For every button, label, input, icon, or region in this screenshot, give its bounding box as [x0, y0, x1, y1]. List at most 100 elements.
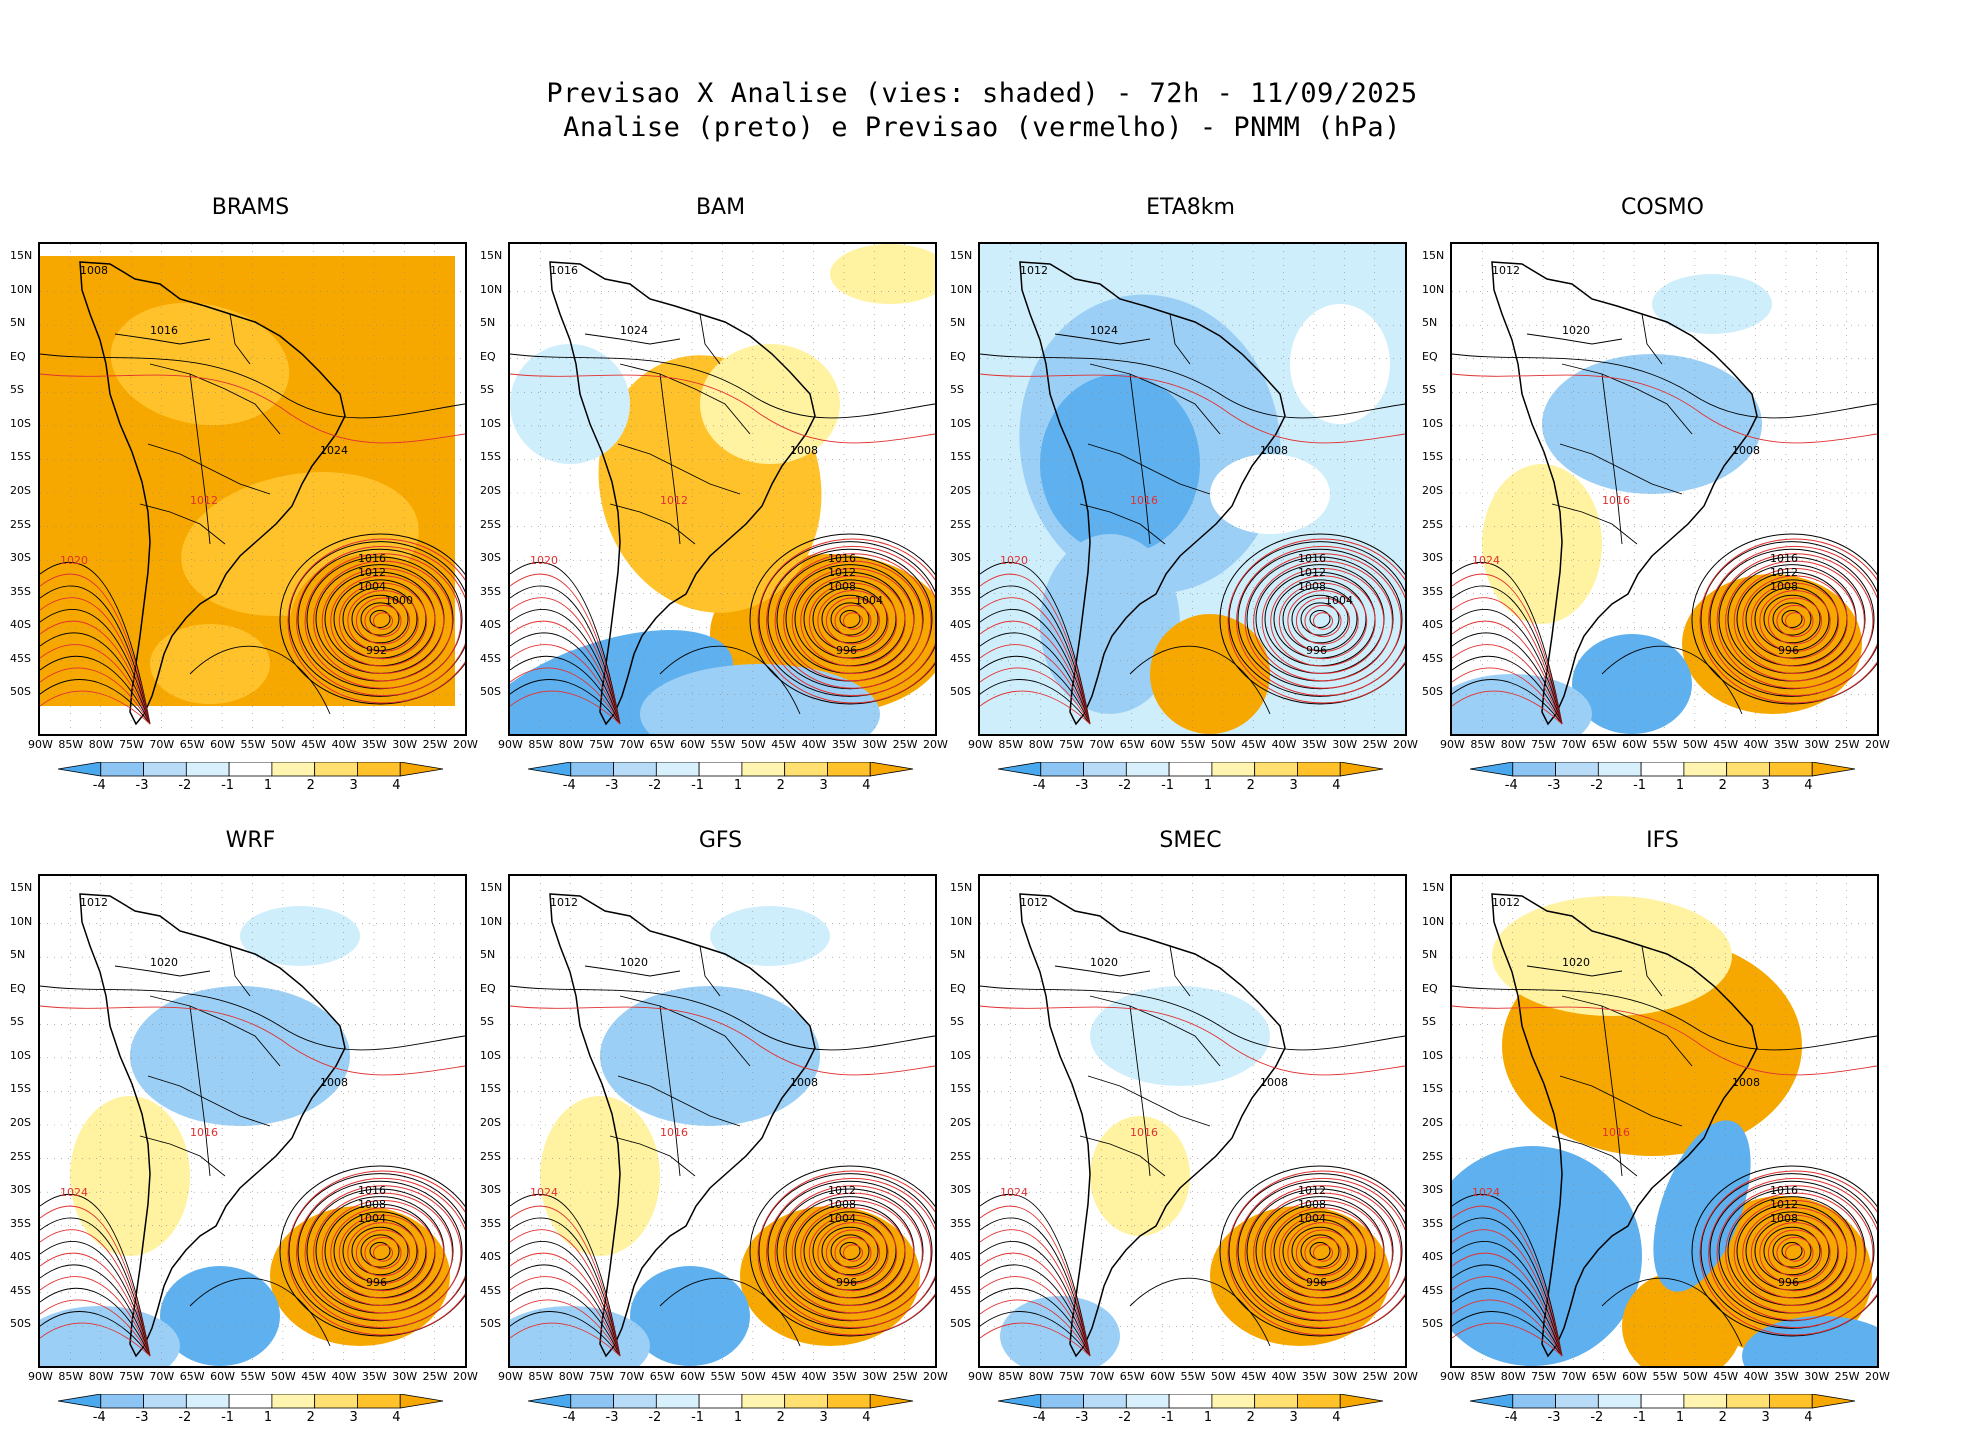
- isobar-label: 1008: [1260, 1076, 1288, 1089]
- colorbar-segment: [1512, 762, 1556, 777]
- country-border: [619, 363, 751, 435]
- isobar-pacific: [1452, 609, 1563, 725]
- colorbar-segment: [399, 1394, 444, 1409]
- isobar-pacific: [40, 1229, 151, 1357]
- country-border: [114, 965, 211, 977]
- isobar-pacific: [510, 1252, 621, 1357]
- isobar-label: 1012: [1020, 896, 1048, 909]
- lat-tick-label: 5N: [1422, 948, 1438, 962]
- lon-tick-label: 80W: [558, 1370, 584, 1383]
- lat-tick-label: 10N: [1422, 914, 1445, 928]
- isobar-analysis: [803, 579, 897, 659]
- low-isobar-label: 1012: [828, 1184, 856, 1197]
- lat-tick-label: 45S: [10, 1283, 31, 1297]
- isobar-analysis: [980, 353, 1405, 419]
- colorbar-segment: [314, 1394, 358, 1409]
- colorbar-tick-label: 4: [1332, 1410, 1341, 1425]
- isobar-label: 1020: [1562, 324, 1590, 337]
- colorbar-segment: [357, 762, 401, 777]
- colorbar-segment: [1297, 1394, 1341, 1409]
- isobar-pacific: [510, 609, 621, 725]
- panel-title-eta8km: ETA8km: [1146, 195, 1235, 220]
- lat-tick-label: 50S: [480, 685, 501, 699]
- isobar-pacific: [980, 1252, 1091, 1357]
- isobar-pacific: [1452, 1264, 1563, 1357]
- map-panel-ifs: 1012 1016 1020 1024 1008 1016 1012 1008 996: [1450, 874, 1879, 1368]
- lat-tick-label: 15N: [950, 249, 973, 262]
- isobar-analysis: [830, 1234, 870, 1268]
- isobar-pacific: [510, 1287, 621, 1357]
- lat-tick-label: 35S: [950, 584, 971, 598]
- isobar-forecast: [1270, 575, 1376, 667]
- country-border: [609, 503, 696, 545]
- isobar-analysis: [1219, 533, 1405, 705]
- lon-tick-label: 30W: [862, 1370, 888, 1383]
- lon-tick-label: 35W: [361, 1370, 387, 1383]
- lon-tick-label: 35W: [1301, 1370, 1327, 1383]
- isobar-pacific: [980, 1229, 1091, 1357]
- lon-tick-label: 25W: [422, 1370, 448, 1383]
- colorbar-tick-label: -2: [1118, 778, 1132, 793]
- low-isobar-label: 1012: [1298, 566, 1326, 579]
- isobar-forecast: [800, 575, 906, 667]
- lat-tick-label: 30S: [950, 1183, 971, 1197]
- country-border: [659, 1005, 681, 1177]
- isobar-label: 1016: [660, 1126, 688, 1139]
- isobar-analysis: [839, 1242, 861, 1260]
- isobar-pacific: [980, 561, 1091, 725]
- panel-title-cosmo: COSMO: [1621, 195, 1704, 220]
- isobar-analysis: [360, 1234, 400, 1268]
- low-center-label: 992: [366, 644, 387, 657]
- colorbar-segment: [1769, 762, 1813, 777]
- colorbar-segment: [399, 762, 444, 777]
- low-isobar-label: 1008: [828, 1198, 856, 1211]
- isobar-label: 1016: [1602, 1126, 1630, 1139]
- low-isobar-label: 1012: [1770, 566, 1798, 579]
- lon-tick-label: 65W: [649, 1370, 675, 1383]
- map-panel-cosmo: 1012 1016 1020 1024 1008 1016 1012 1008 996: [1450, 242, 1879, 736]
- lat-tick-label: 5S: [480, 1015, 494, 1029]
- lat-tick-label: 30S: [480, 551, 501, 565]
- map-panel-bam: 1016 1012 1024 1020 1008 1016 1012 1008 1004 996: [508, 242, 937, 736]
- isobar-forecast: [791, 1200, 915, 1306]
- isobar-forecast: [1767, 597, 1823, 645]
- lat-tick-label: 10S: [950, 1048, 971, 1062]
- colorbar-tick-label: 1: [1675, 1410, 1685, 1425]
- isobar-pacific: [1452, 1229, 1563, 1357]
- isobar-pacific: [510, 620, 621, 725]
- isobar-pacific: [510, 1276, 621, 1357]
- isobar-pacific: [980, 1193, 1091, 1357]
- isobar-label: 1020: [530, 554, 558, 567]
- lat-tick-label: 10S: [1422, 416, 1443, 430]
- colorbar-segment: [1040, 762, 1084, 777]
- colorbar-segment: [1555, 762, 1599, 777]
- lat-tick-label: 45S: [950, 1283, 971, 1297]
- colorbar-tick-label: -1: [1161, 1410, 1175, 1425]
- lat-lon-grid: [510, 876, 935, 1366]
- isobar-forecast: [1261, 568, 1385, 674]
- lon-tick-label: 20W: [1393, 1370, 1418, 1383]
- isobar-analysis: [1772, 602, 1812, 636]
- isobar-forecast: [1270, 1207, 1376, 1299]
- isobar-pacific: [1452, 667, 1563, 725]
- low-isobar-label: 1004: [828, 1212, 856, 1225]
- isobar-label: 1012: [1020, 264, 1048, 277]
- isobar-analysis: [288, 1173, 465, 1329]
- isobar-forecast: [40, 373, 465, 444]
- lat-tick-label: 50S: [1422, 685, 1443, 699]
- isobar-forecast: [296, 545, 465, 697]
- country-border: [139, 1135, 226, 1177]
- isobar-analysis: [1601, 1277, 1743, 1347]
- lon-tick-label: 70W: [1561, 738, 1587, 751]
- isobar-analysis: [1228, 1173, 1405, 1329]
- lat-tick-label: 40S: [480, 618, 501, 632]
- colorbar-tick-label: 4: [1804, 1410, 1813, 1425]
- panel-title-smec: SMEC: [1159, 828, 1222, 853]
- lat-tick-label: 45S: [480, 651, 501, 665]
- isobar-pacific: [980, 1241, 1091, 1357]
- colorbar-tick-label: -4: [1032, 1410, 1046, 1425]
- isobar-pacific: [40, 1276, 151, 1357]
- isobar-forecast: [834, 604, 872, 638]
- isobar-label: 1020: [1562, 956, 1590, 969]
